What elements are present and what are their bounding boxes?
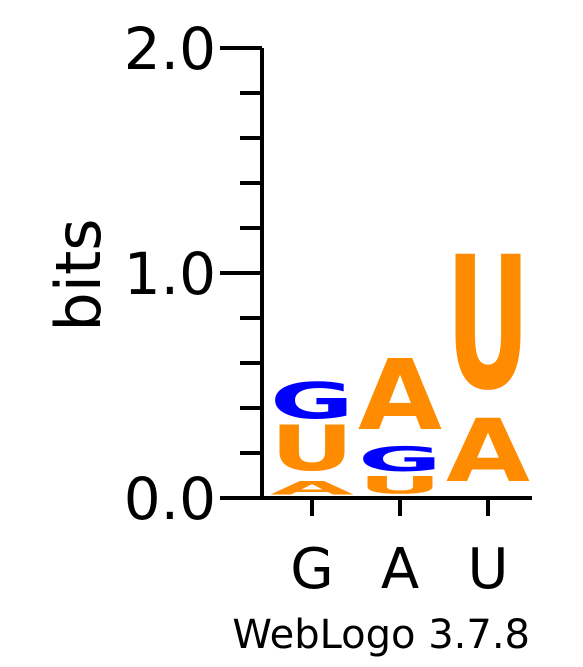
x-tick-label: A (381, 537, 419, 602)
x-tick-label: G (290, 537, 333, 602)
x-tick-label: U (468, 537, 509, 602)
y-tick-label: 1.0 (124, 240, 216, 308)
y-tick-label: 0.0 (124, 465, 216, 533)
y-axis-label: bits (42, 218, 115, 331)
logo-letter: A (446, 402, 530, 502)
logo-letter: G (270, 372, 354, 430)
chart-axes (220, 46, 532, 516)
y-tick-label: 2.0 (124, 15, 216, 83)
logo-letter: G (358, 439, 442, 479)
logo-letter: A (358, 341, 442, 453)
logo-letter: U (358, 471, 442, 499)
logo-letter: U (270, 413, 354, 486)
chart-labels: 0.01.02.0G A U (124, 15, 509, 602)
footer-credit: WebLogo 3.7.8 (232, 612, 530, 658)
logo-letter: U (446, 219, 530, 432)
logo-letter: A (270, 478, 354, 499)
